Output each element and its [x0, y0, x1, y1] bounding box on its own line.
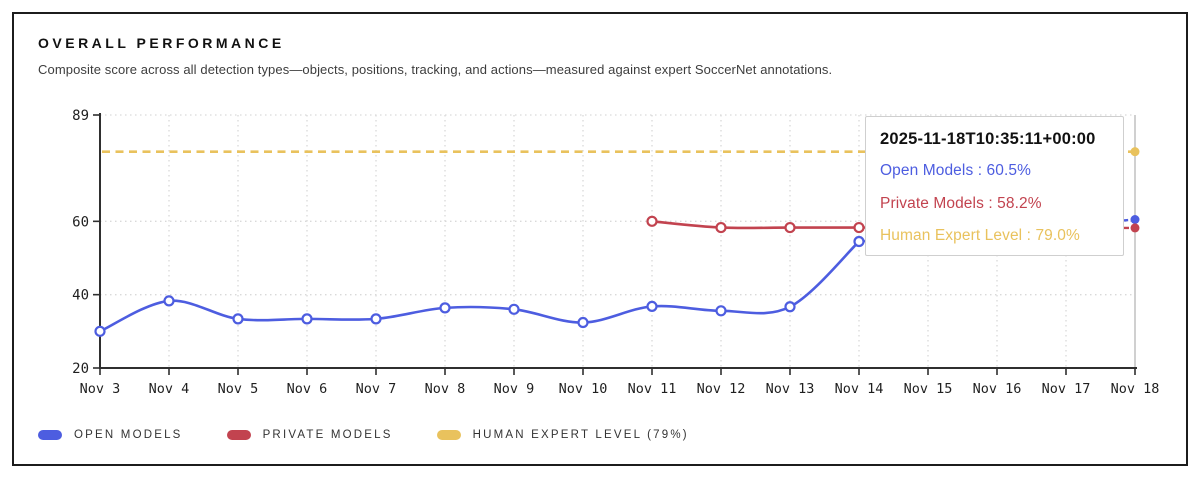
x-tick-label: Nov 4: [149, 381, 190, 397]
x-tick-label: Nov 7: [356, 381, 397, 397]
data-point-end: [1130, 215, 1140, 224]
legend-item-private-models[interactable]: PRIVATE MODELS: [226, 429, 393, 441]
page-subtitle: Composite score across all detection typ…: [38, 62, 833, 77]
x-tick-label: Nov 10: [559, 381, 608, 397]
x-tick-label: Nov 9: [494, 381, 535, 397]
x-tick-label: Nov 13: [766, 381, 815, 397]
legend-label-private-models: PRIVATE MODELS: [262, 429, 393, 441]
x-tick-label: Nov 17: [1042, 381, 1091, 397]
series-line: [650, 220, 861, 230]
data-point-marker: [853, 221, 865, 234]
y-tick-label: 20: [72, 361, 89, 377]
reference-end-dot: [1130, 147, 1140, 157]
data-point-marker: [439, 302, 451, 314]
x-tick-label: Nov 8: [425, 381, 466, 397]
chart-tooltip: 2025-11-18T10:35:11+00:00 Open Models : …: [865, 116, 1124, 256]
x-tick-label: Nov 11: [628, 381, 677, 397]
x-tick-label: Nov 15: [904, 381, 953, 397]
x-tick-label: Nov 12: [697, 381, 746, 397]
data-point-marker: [646, 300, 658, 312]
tooltip-row-open-models: Open Models : 60.5%: [880, 162, 1031, 179]
x-tick-label: Nov 5: [218, 381, 259, 397]
legend-item-human-expert[interactable]: HUMAN EXPERT LEVEL (79%): [436, 429, 689, 441]
y-tick-label: 89: [72, 108, 89, 124]
legend-swatch-private-models-icon: [226, 430, 251, 440]
data-point-marker: [232, 313, 244, 325]
data-point-marker: [784, 301, 796, 313]
data-point-marker: [646, 215, 658, 227]
axes: 20 40 60 89 Nov 3 Nov 4 Nov 5 Nov 6 Nov 7 Nov 8 No…: [72, 108, 1159, 397]
y-tick-label: 40: [72, 288, 89, 304]
legend-label-human-expert: HUMAN EXPERT LEVEL (79%): [472, 429, 689, 441]
series-line: [98, 240, 861, 333]
legend-swatch-human-expert-icon: [436, 430, 461, 440]
x-tick-label: Nov 6: [287, 381, 328, 397]
legend-label-open-models: OPEN MODELS: [74, 429, 183, 441]
data-point-marker: [577, 316, 589, 329]
legend-swatch-open-models-icon: [38, 430, 62, 440]
data-point-marker: [94, 325, 106, 337]
data-point-marker: [715, 305, 727, 317]
data-point-marker: [715, 221, 727, 234]
x-tick-label: Nov 16: [973, 381, 1022, 397]
x-tick-label: Nov 18: [1111, 381, 1160, 397]
data-point-marker: [784, 221, 796, 234]
tooltip-row-private-models: Private Models : 58.2%: [880, 194, 1042, 212]
tooltip-timestamp: 2025-11-18T10:35:11+00:00: [880, 130, 1096, 148]
legend-item-open-models[interactable]: OPEN MODELS: [38, 429, 183, 441]
y-tick-label: 60: [72, 214, 89, 230]
reference-line-human-expert: [102, 147, 1140, 157]
data-point-marker: [853, 235, 865, 248]
page-title: OVERALL PERFORMANCE: [38, 35, 285, 51]
tooltip-row-human-expert: Human Expert Level : 79.0%: [880, 227, 1080, 244]
data-point-end: [1130, 223, 1140, 233]
x-tick-label: Nov 14: [835, 381, 884, 397]
data-point-marker: [301, 313, 313, 325]
chart-legend: OPEN MODELS PRIVATE MODELS HUMAN EXPERT …: [38, 429, 689, 441]
data-point-marker: [508, 303, 520, 315]
data-point-marker: [163, 295, 175, 307]
x-tick-label: Nov 3: [80, 381, 121, 397]
data-point-marker: [370, 313, 382, 325]
